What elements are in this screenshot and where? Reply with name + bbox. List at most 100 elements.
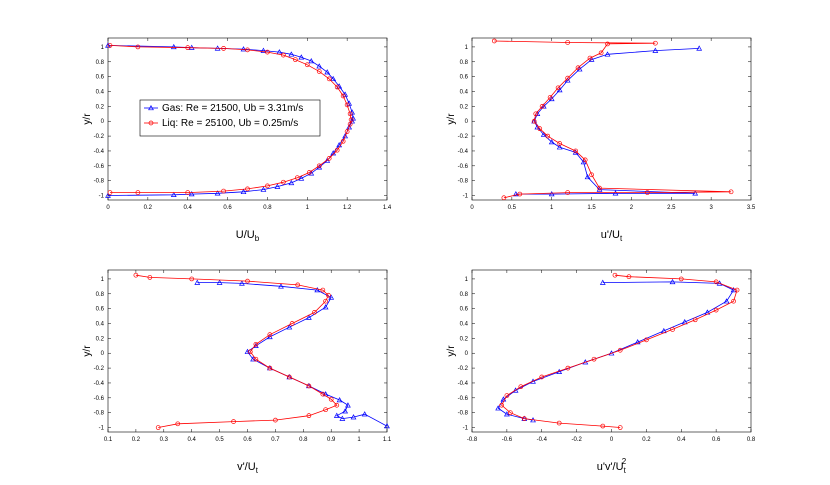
y-tick-label: 0.6 xyxy=(96,307,105,313)
data-point-gas xyxy=(239,280,245,286)
data-point-liq xyxy=(501,195,507,201)
data-point-liq xyxy=(287,374,292,380)
y-tick-label: 0.8 xyxy=(460,60,469,66)
x-tick-label: 1.2 xyxy=(343,205,352,211)
data-point-liq xyxy=(295,282,301,288)
data-point-gas xyxy=(288,179,295,186)
x-tick-label: 0.4 xyxy=(184,205,193,211)
data-point-liq xyxy=(617,425,623,430)
x-axis-label: u'/Ut xyxy=(601,229,623,243)
data-point-liq xyxy=(267,365,273,371)
data-point-liq xyxy=(734,287,740,293)
plot-reynolds-stress: -0.8 -0.6 -0.4 -0.2 0 0.2 0.4 0.6 0.8 -1 -0.8 -0.6 -… xyxy=(446,269,756,475)
data-point-gas xyxy=(314,287,321,293)
data-point-gas xyxy=(342,408,349,414)
data-point-liq xyxy=(491,38,497,44)
x-tick-label: -0.8 xyxy=(467,437,478,443)
y-tick-label: -0.8 xyxy=(458,411,469,417)
data-point-gas xyxy=(512,191,519,197)
data-point-liq xyxy=(316,163,322,169)
data-point-gas xyxy=(240,46,247,52)
y-axis-label: y/r xyxy=(82,345,93,357)
legend-entry: Liq: Re = 25100, Ub = 0.25m/s xyxy=(162,118,298,129)
data-point-gas xyxy=(652,47,659,53)
data-point-liq xyxy=(547,95,553,100)
x-tick-label: -0.4 xyxy=(537,437,548,443)
data-point-gas xyxy=(669,278,676,285)
y-tick-label: 0.4 xyxy=(96,90,105,96)
data-point-liq xyxy=(589,172,594,178)
data-point-liq xyxy=(175,421,181,427)
data-point-gas xyxy=(584,173,591,180)
data-point-liq xyxy=(518,384,524,390)
data-point-liq xyxy=(347,121,353,127)
x-tick-label: 3 xyxy=(709,205,713,211)
x-tick-label: 1 xyxy=(357,437,361,443)
data-point-gas xyxy=(316,63,323,69)
data-point-liq xyxy=(135,190,141,195)
data-point-gas xyxy=(336,397,343,403)
data-point-gas xyxy=(324,69,331,75)
x-tick-label: 0.6 xyxy=(243,437,252,443)
data-point-liq xyxy=(334,402,340,408)
data-point-gas xyxy=(512,387,519,393)
x-tick-label: 0.6 xyxy=(712,437,721,443)
data-point-liq xyxy=(265,183,270,189)
y-tick-label: 1 xyxy=(465,45,469,51)
data-point-liq xyxy=(304,62,310,68)
x-tick-label: 0.3 xyxy=(160,437,169,443)
y-tick-label: 0.4 xyxy=(96,322,105,328)
data-point-gas xyxy=(350,414,357,420)
data-point-liq xyxy=(587,55,593,61)
x-tick-label: 1 xyxy=(306,205,310,211)
data-point-liq xyxy=(245,186,250,192)
data-point-gas xyxy=(548,95,555,102)
data-point-liq xyxy=(306,170,312,175)
data-point-liq xyxy=(545,133,551,139)
data-point-liq xyxy=(713,279,719,285)
y-tick-label: -0.6 xyxy=(94,164,105,170)
data-point-gas xyxy=(244,348,251,354)
series-line-gas xyxy=(515,48,700,195)
x-tick-label: -0.6 xyxy=(502,437,513,443)
y-tick-label: -0.4 xyxy=(458,149,469,155)
y-axis-label: y/r xyxy=(82,113,93,125)
x-tick-label: 3.5 xyxy=(747,205,756,211)
axes-frame xyxy=(471,37,752,201)
data-point-gas xyxy=(361,411,368,417)
data-point-liq xyxy=(533,111,539,117)
data-point-liq xyxy=(326,156,332,161)
legend-entry: Gas: Re = 21500, Ub = 3.31m/s xyxy=(162,103,303,114)
data-point-gas xyxy=(308,58,315,64)
data-point-liq xyxy=(573,148,578,154)
data-point-liq xyxy=(645,190,650,195)
x-axis-label: v'/Ut xyxy=(237,461,259,475)
data-point-gas xyxy=(260,47,267,53)
data-point-liq xyxy=(565,75,571,81)
data-point-gas xyxy=(260,186,267,192)
series-line-gas xyxy=(197,282,388,427)
y-tick-label: 0 xyxy=(101,119,105,125)
x-tick-label: 0.8 xyxy=(299,437,308,443)
x-axis-label-subscript: t xyxy=(624,466,627,475)
data-point-liq xyxy=(670,327,675,332)
y-tick-label: 0 xyxy=(465,351,469,357)
data-point-liq xyxy=(306,383,312,389)
data-point-liq xyxy=(135,44,141,50)
data-point-gas xyxy=(330,75,337,82)
y-tick-label: 1 xyxy=(465,277,469,283)
data-point-liq xyxy=(539,104,545,109)
x-tick-label: 0.4 xyxy=(677,437,686,443)
data-point-liq xyxy=(328,396,334,402)
x-tick-label: 0.8 xyxy=(263,205,272,211)
data-point-liq xyxy=(185,190,191,195)
data-point-liq xyxy=(692,317,698,323)
y-tick-label: 0.4 xyxy=(460,322,469,328)
data-point-liq xyxy=(253,356,259,362)
data-point-liq xyxy=(617,347,623,353)
x-tick-label: 1.4 xyxy=(383,205,392,211)
data-point-gas xyxy=(105,42,111,48)
data-point-liq xyxy=(185,45,191,51)
data-point-gas xyxy=(540,131,547,137)
y-tick-label: -0.8 xyxy=(94,411,105,417)
